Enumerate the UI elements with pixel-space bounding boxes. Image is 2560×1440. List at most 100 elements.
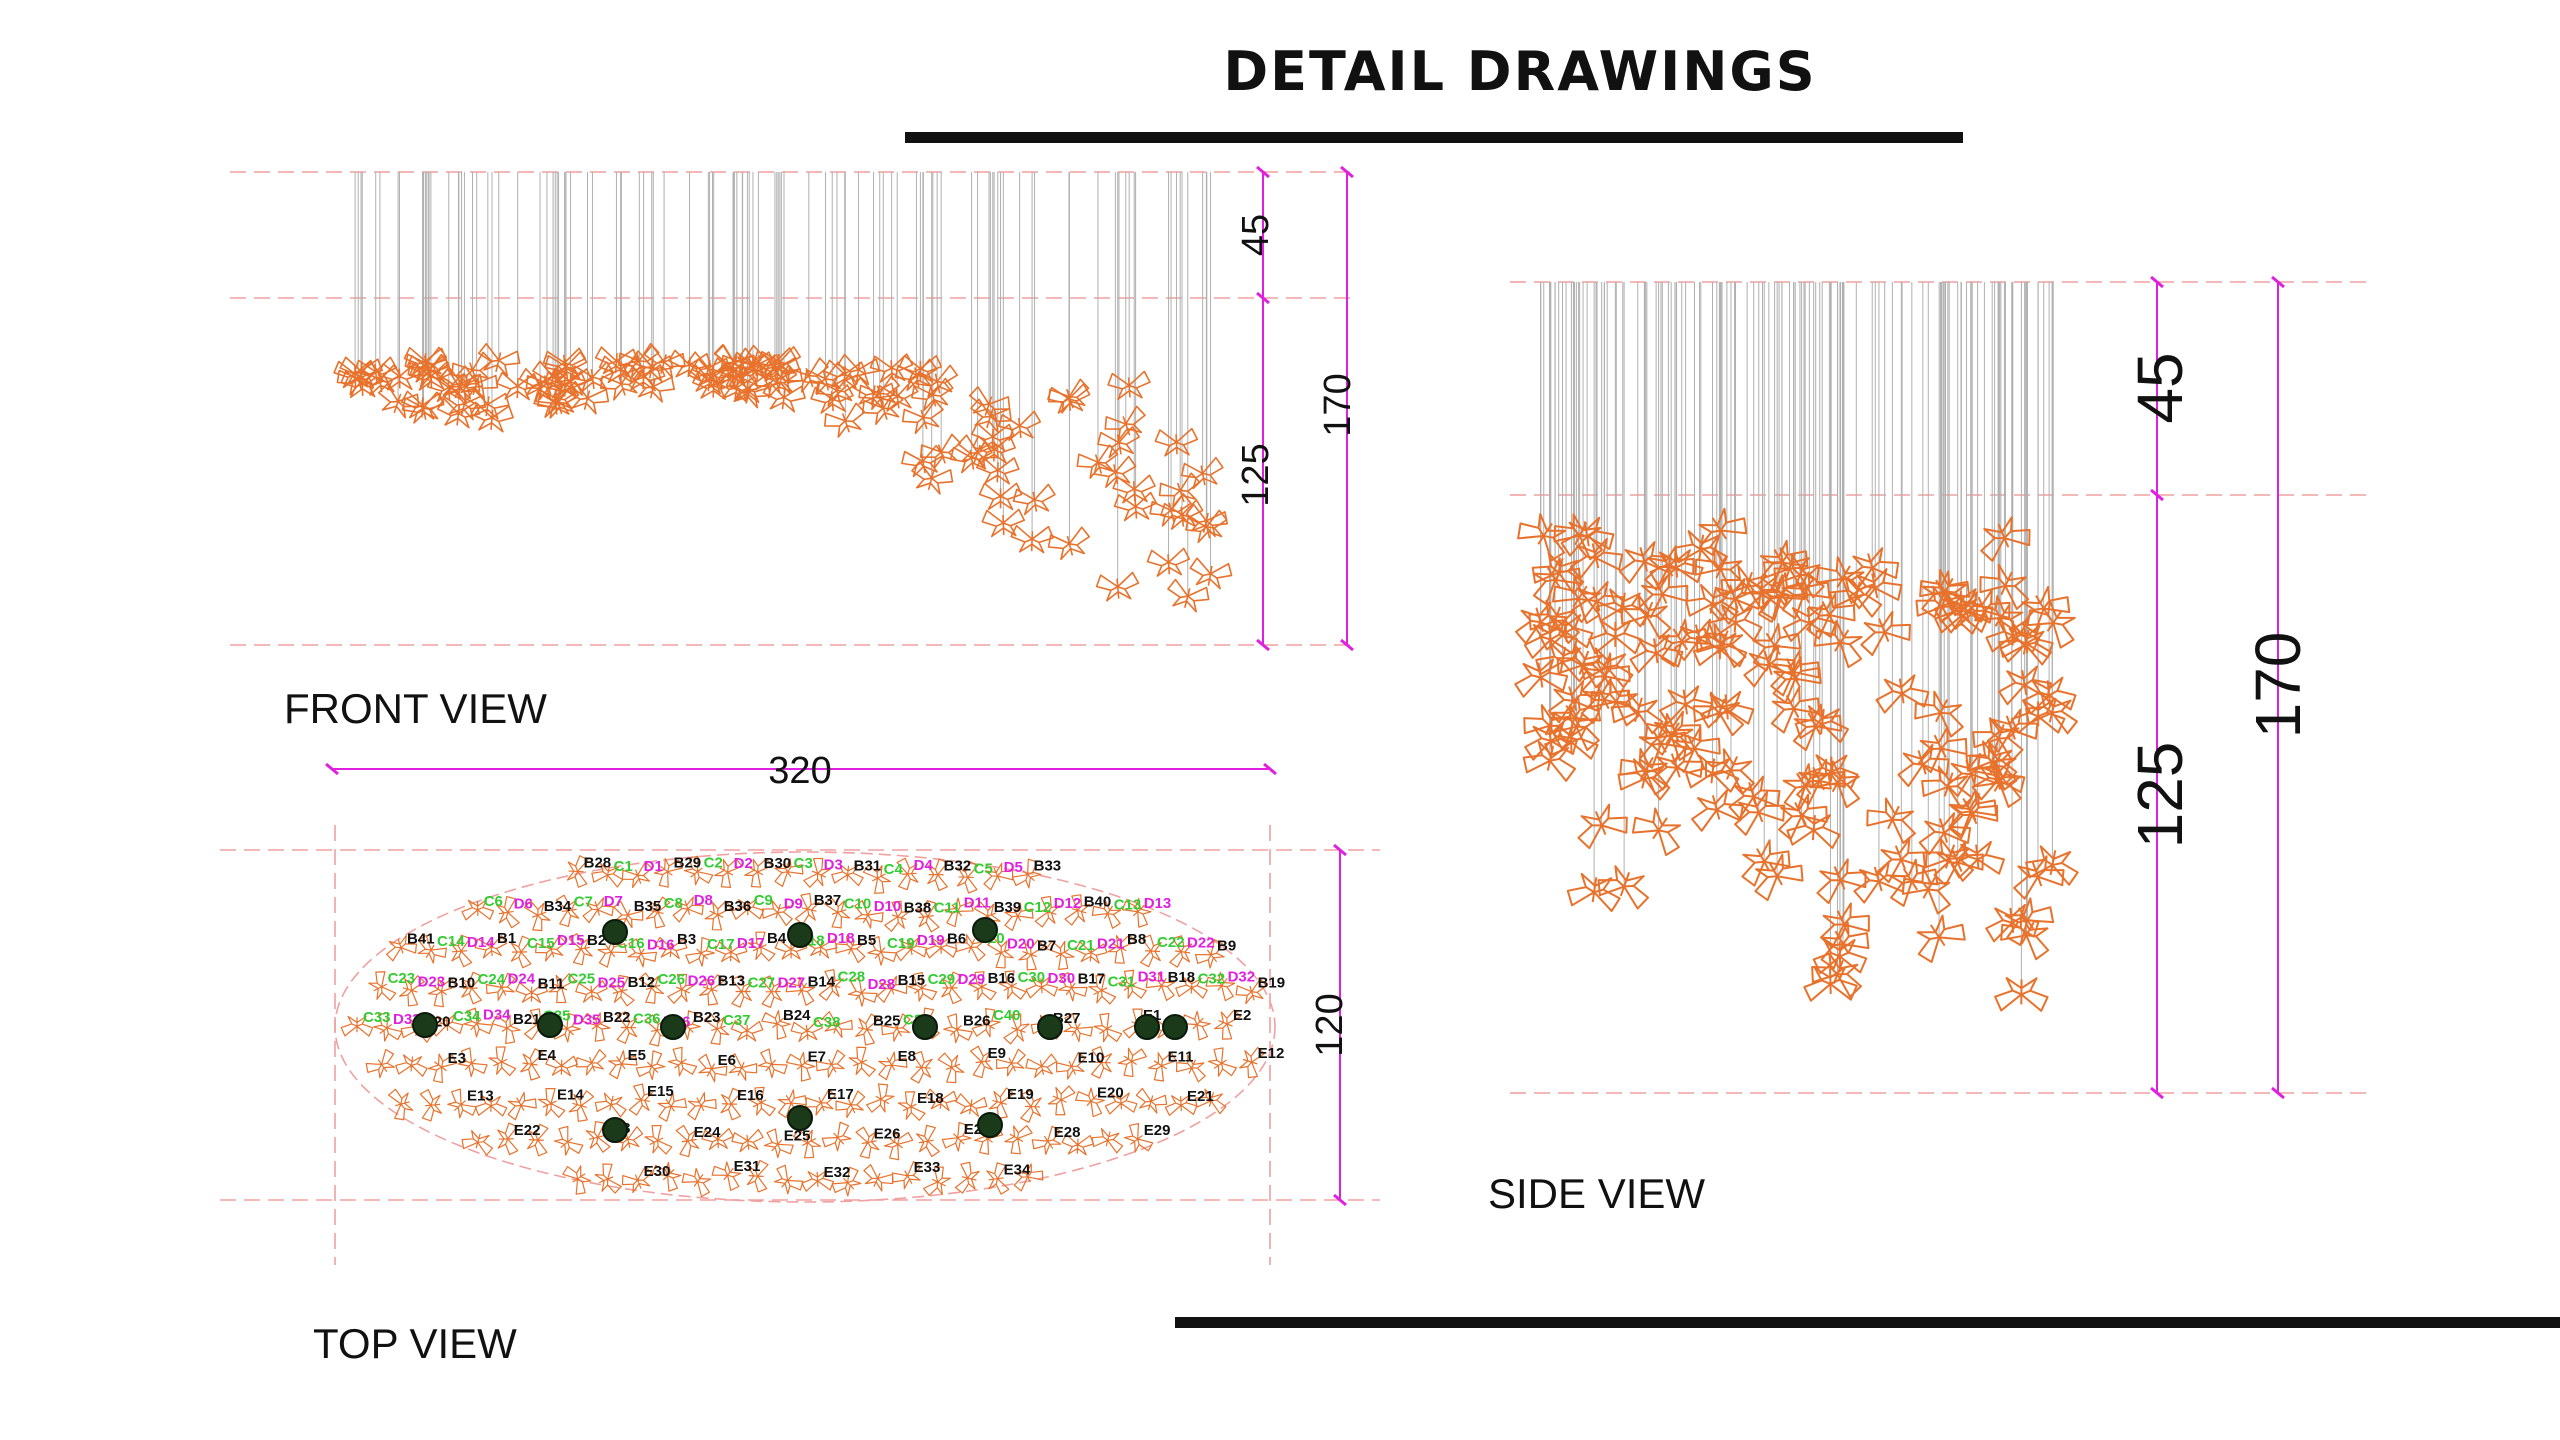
- top-butterfly: [685, 936, 715, 967]
- front-butterfly: [728, 374, 771, 409]
- top-butterfly: [527, 1123, 549, 1157]
- top-butterfly: [774, 858, 804, 887]
- front-butterfly: [621, 362, 666, 392]
- top-butterfly: [553, 1125, 584, 1156]
- top-tag-label: C21: [1067, 937, 1095, 954]
- top-butterfly: [515, 982, 548, 1004]
- front-butterfly: [1076, 444, 1119, 479]
- top-hub-point: [787, 1105, 813, 1131]
- top-butterfly: [545, 1055, 578, 1077]
- top-butterfly: [594, 1092, 627, 1118]
- top-butterfly: [644, 1014, 669, 1047]
- top-tag-label: E13: [467, 1088, 494, 1105]
- top-tag-label: B36: [724, 898, 752, 915]
- top-tag-label: C37: [723, 1012, 751, 1029]
- side-butterfly: [1517, 513, 1567, 562]
- side-butterfly: [1544, 724, 1599, 760]
- front-butterfly: [339, 356, 383, 386]
- top-butterfly: [621, 1166, 653, 1194]
- side-butterfly: [1811, 760, 1861, 809]
- top-butterfly: [968, 971, 997, 1001]
- top-hub-point: [977, 1112, 1003, 1138]
- front-butterfly: [755, 364, 798, 399]
- top-butterfly: [523, 900, 551, 932]
- top-butterfly: [609, 974, 635, 1007]
- front-butterfly: [687, 351, 731, 384]
- top-butterfly: [941, 1121, 972, 1152]
- side-butterfly: [1829, 575, 1883, 618]
- top-butterfly: [867, 935, 898, 966]
- top-butterfly: [387, 1088, 414, 1121]
- side-butterfly: [1973, 760, 2022, 808]
- side-butterfly: [1532, 557, 1582, 606]
- top-butterfly: [1034, 895, 1061, 928]
- top-butterfly: [1176, 1054, 1206, 1083]
- top-tag-label: B13: [718, 972, 746, 989]
- top-tag-label: E33: [914, 1159, 941, 1176]
- front-butterfly: [691, 358, 735, 390]
- side-butterfly: [1695, 622, 1747, 669]
- side-butterfly: [1782, 604, 1837, 642]
- top-butterfly: [761, 899, 793, 927]
- front-butterfly: [407, 353, 450, 388]
- top-butterfly: [1123, 1122, 1154, 1153]
- top-tag-label: E28: [1054, 1124, 1081, 1141]
- front-butterfly: [1167, 578, 1210, 613]
- top-butterfly: [368, 971, 397, 1001]
- top-butterfly: [876, 975, 908, 1003]
- top-dim-width: 320: [768, 750, 831, 792]
- front-dim-tick: [1340, 638, 1354, 652]
- front-butterfly: [440, 366, 484, 400]
- top-butterfly: [714, 941, 748, 964]
- top-tag-label: B37: [814, 892, 842, 909]
- top-butterfly: [969, 1045, 993, 1079]
- top-tag-label: E17: [827, 1086, 854, 1103]
- top-butterfly: [848, 1046, 876, 1077]
- side-butterfly: [1514, 658, 1569, 698]
- top-tag-label: C29: [928, 971, 956, 988]
- top-tag-label: B3: [677, 931, 696, 948]
- top-butterfly: [395, 1054, 428, 1077]
- front-butterfly: [1185, 509, 1228, 544]
- top-butterfly: [763, 1128, 794, 1159]
- top-butterfly: [1057, 972, 1088, 1002]
- side-butterfly: [1649, 549, 1704, 587]
- top-dim-tick: [1333, 843, 1347, 857]
- top-tag-label: E12: [1258, 1045, 1285, 1062]
- top-tag-label: C17: [707, 936, 735, 953]
- front-butterfly: [470, 402, 514, 433]
- top-butterfly: [1091, 899, 1122, 929]
- top-butterfly: [822, 1011, 853, 1039]
- top-tag-label: C19: [887, 935, 915, 952]
- top-butterfly: [386, 934, 418, 962]
- side-butterfly: [1522, 740, 1577, 782]
- side-butterfly: [1597, 865, 1650, 910]
- front-butterfly: [731, 351, 775, 380]
- top-tag-label: D25: [598, 975, 626, 992]
- top-tag-label: E22: [514, 1122, 541, 1139]
- top-butterfly: [855, 1013, 880, 1046]
- top-butterfly: [835, 1090, 866, 1119]
- top-butterfly: [1145, 972, 1176, 1002]
- top-butterfly: [1025, 1053, 1058, 1079]
- front-butterfly: [901, 399, 944, 435]
- top-tag-label: B26: [963, 1012, 991, 1029]
- top-butterfly: [419, 1089, 443, 1122]
- top-tag-label: C1: [614, 858, 633, 875]
- top-tag-label: E9: [988, 1045, 1006, 1062]
- top-tag-label: B9: [1217, 938, 1236, 955]
- front-butterfly: [409, 361, 453, 391]
- front-butterfly: [692, 371, 736, 400]
- top-butterfly: [881, 1013, 911, 1042]
- side-dim-tick: [2150, 1086, 2164, 1100]
- top-butterfly: [747, 931, 776, 962]
- front-butterfly: [478, 342, 521, 377]
- side-butterfly: [1998, 665, 2052, 706]
- top-tag-label: B25: [873, 1012, 901, 1029]
- top-tag-label: D12: [1054, 895, 1082, 912]
- front-butterfly: [632, 369, 675, 403]
- side-butterfly: [1998, 624, 2053, 666]
- side-butterfly: [1571, 580, 1625, 623]
- front-butterfly: [401, 391, 445, 424]
- top-butterfly: [1207, 1047, 1237, 1077]
